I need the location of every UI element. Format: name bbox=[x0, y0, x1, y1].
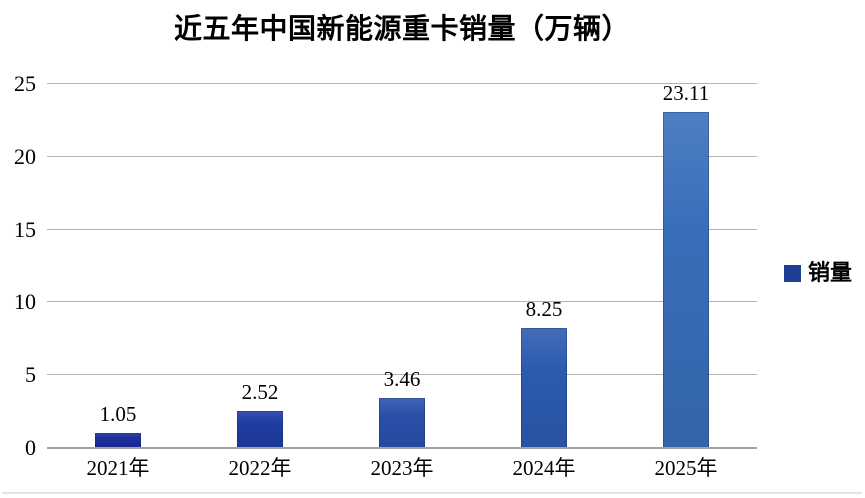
legend-swatch-icon bbox=[784, 264, 801, 282]
bar-value-label: 3.46 bbox=[383, 366, 421, 391]
gridline bbox=[47, 374, 757, 376]
bar-2024年 bbox=[521, 327, 567, 448]
bar-value-label: 1.05 bbox=[99, 401, 137, 426]
legend-label: 销量 bbox=[808, 260, 853, 285]
y-axis-tick-label: 0 bbox=[25, 435, 36, 460]
x-axis-line bbox=[47, 447, 757, 449]
bar-value-label: 8.25 bbox=[525, 296, 563, 321]
legend: 销量 bbox=[784, 262, 852, 284]
y-axis-tick-label: 5 bbox=[25, 362, 36, 388]
x-axis-tick-label: 2021年 bbox=[86, 456, 150, 480]
y-axis-tick-label: 15 bbox=[14, 216, 36, 242]
x-axis-tick-label: 2023年 bbox=[370, 456, 434, 480]
bottom-edge-line bbox=[2, 492, 862, 494]
x-axis-tick-label: 2022年 bbox=[228, 456, 292, 480]
bar-2023年 bbox=[379, 397, 425, 448]
y-axis-tick-label: 25 bbox=[14, 71, 36, 96]
chart-title: 近五年中国新能源重卡销量（万辆） bbox=[173, 13, 630, 44]
bar-value-label: 2.52 bbox=[241, 380, 279, 405]
x-axis-tick-label: 2025年 bbox=[654, 456, 718, 480]
gridline bbox=[47, 83, 757, 84]
y-axis-tick-label: 10 bbox=[14, 289, 36, 315]
bar-2022年 bbox=[237, 411, 283, 448]
x-axis-tick-label: 2024年 bbox=[512, 456, 576, 480]
bar-2025年 bbox=[663, 111, 709, 448]
bar-2021年 bbox=[95, 432, 141, 448]
gridline bbox=[47, 155, 757, 157]
gridline bbox=[47, 228, 757, 230]
gridline bbox=[47, 301, 757, 303]
bar-value-label: 23.11 bbox=[662, 80, 710, 105]
y-axis-tick-label: 20 bbox=[14, 143, 36, 169]
